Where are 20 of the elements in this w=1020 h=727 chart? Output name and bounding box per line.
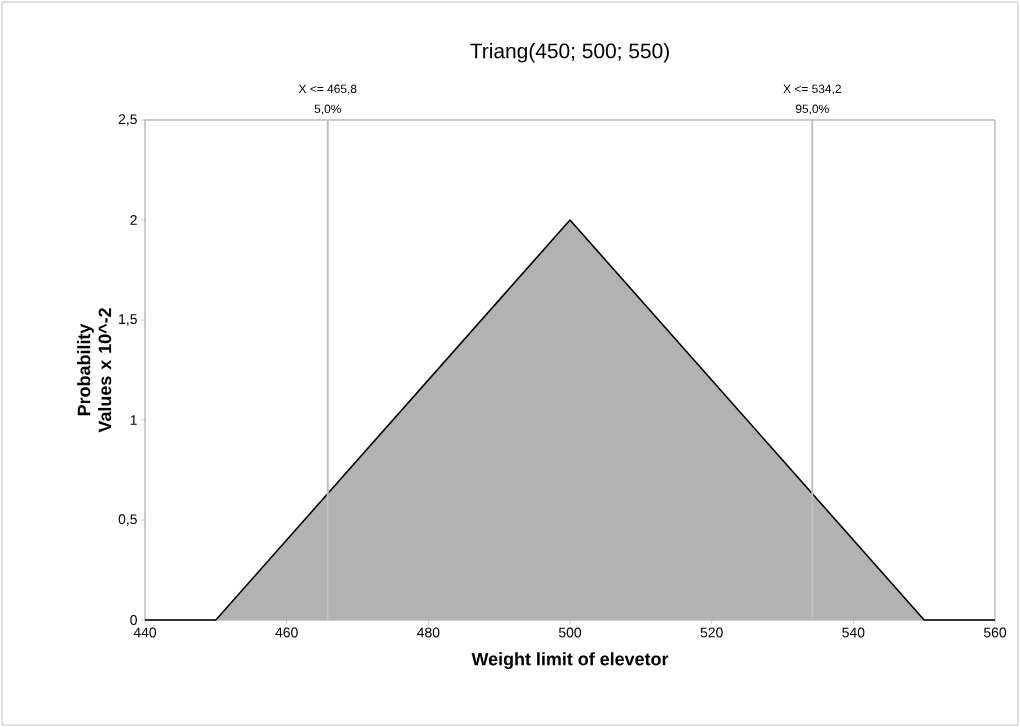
y-tick-label: 2,5 — [118, 114, 137, 126]
x-tick-label: 460 — [275, 627, 298, 638]
y-tick-label: 1 — [130, 415, 137, 425]
y-tick-label: 2 — [130, 215, 137, 225]
y-tick-label: 0 — [130, 615, 137, 625]
y-tick-label: 0,5 — [118, 514, 137, 526]
x-tick-label: 540 — [842, 627, 865, 638]
x-tick-label: 500 — [558, 627, 582, 638]
y-axis-title: Probability Values x 10^-2 — [77, 308, 112, 433]
chart-title: Triang(450; 500; 550) — [470, 43, 669, 63]
x-tick-label: 480 — [417, 627, 440, 638]
x-tick-label: 520 — [700, 627, 723, 638]
annotation: 95,0% — [795, 104, 829, 115]
x-tick-label: 560 — [983, 627, 1007, 638]
ref-line-label: X <= 534,2 — [783, 84, 841, 95]
annotation: 5,0% — [314, 104, 341, 115]
x-axis-title: Weight limit of elevetor — [471, 652, 669, 670]
ref-line-label: X <= 465,8 — [298, 84, 357, 95]
x-tick-label: 440 — [133, 627, 157, 638]
y-tick-label: 1,5 — [119, 314, 137, 326]
